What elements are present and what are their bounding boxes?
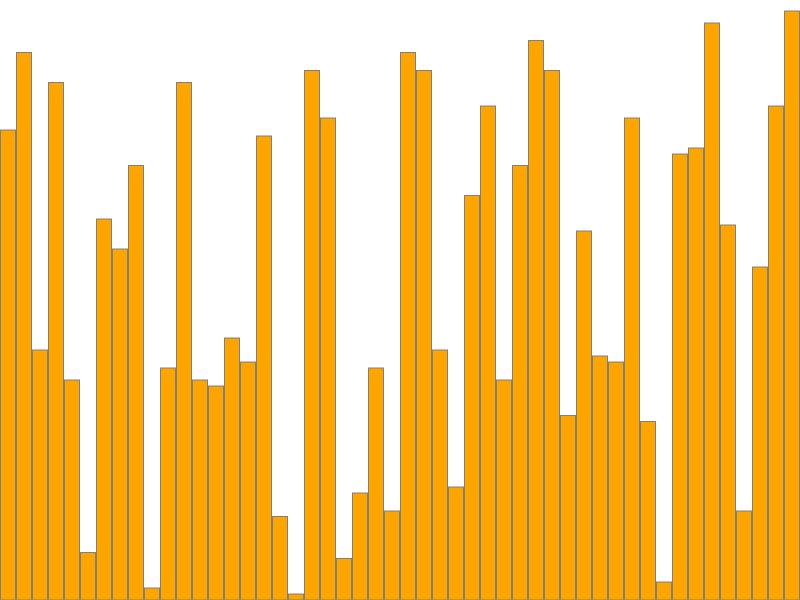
bar-5	[64, 379, 80, 600]
bar-47	[736, 510, 752, 600]
bar-43	[672, 153, 688, 600]
bar-49	[768, 105, 784, 600]
bar-23	[352, 492, 368, 600]
bar-26	[400, 52, 416, 600]
bar-29	[448, 486, 464, 600]
bar-38	[592, 355, 608, 600]
bar-13	[192, 379, 208, 600]
bar-25	[384, 510, 400, 600]
bar-3	[32, 349, 48, 600]
bar-45	[704, 22, 720, 600]
bar-21	[320, 117, 336, 600]
bar-36	[560, 415, 576, 600]
bar-20	[304, 69, 320, 600]
bar-18	[272, 516, 288, 600]
bar-7	[96, 218, 112, 600]
bar-17	[256, 135, 272, 600]
bar-40	[624, 117, 640, 600]
bar-10	[144, 587, 160, 600]
bar-50	[784, 10, 800, 600]
bar-30	[464, 194, 480, 600]
bar-41	[640, 421, 656, 600]
bar-9	[128, 165, 144, 600]
bar-48	[752, 266, 768, 600]
bar-35	[544, 69, 560, 600]
bar-46	[720, 224, 736, 600]
bar-28	[432, 349, 448, 600]
bar-24	[368, 367, 384, 600]
bar-32	[496, 379, 512, 600]
bar-27	[416, 69, 432, 600]
bar-31	[480, 105, 496, 600]
bar-15	[224, 337, 240, 600]
bar-34	[528, 40, 544, 600]
bar-39	[608, 361, 624, 600]
bar-22	[336, 557, 352, 600]
bar-19	[288, 593, 304, 600]
bar-33	[512, 165, 528, 600]
bar-11	[160, 367, 176, 600]
bar-37	[576, 230, 592, 600]
bar-4	[48, 81, 64, 600]
bar-8	[112, 248, 128, 600]
bar-6	[80, 551, 96, 600]
bar-2	[16, 52, 32, 600]
bar-14	[208, 385, 224, 600]
bar-42	[656, 581, 672, 600]
bar-series	[0, 10, 800, 600]
bar-12	[176, 81, 192, 600]
bar-44	[688, 147, 704, 600]
bar-16	[240, 361, 256, 600]
bar-1	[0, 129, 16, 600]
